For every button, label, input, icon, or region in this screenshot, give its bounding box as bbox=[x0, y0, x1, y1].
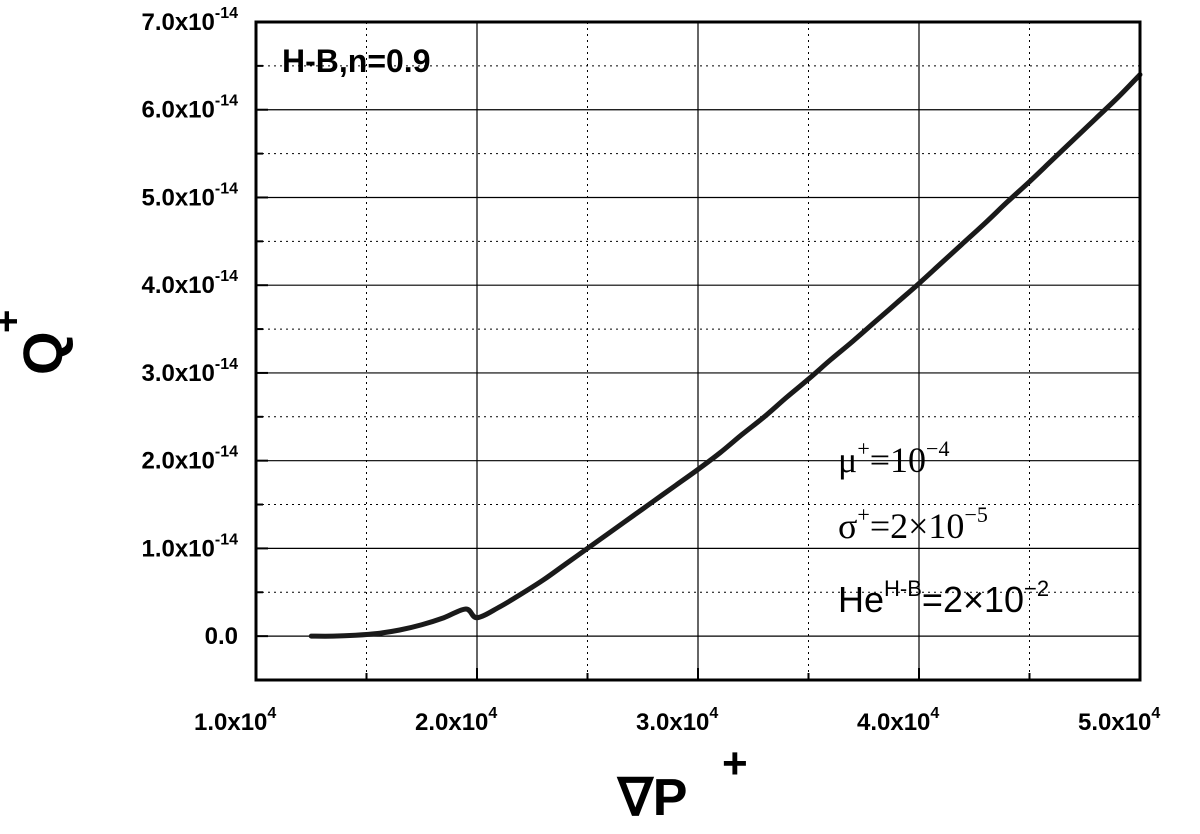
y-tick-labels: 0.0 1.0x10-14 2.0x10-14 3.0x10-14 4.0x10-14 5… bbox=[141, 5, 238, 650]
tick-marks bbox=[255, 21, 1141, 680]
parameter-annotation: σ+=2×10−5 bbox=[838, 502, 988, 546]
x-tick-labels: 1.0x104 2.0x104 3.0x104 4.0x104 5.0x104 bbox=[194, 705, 1160, 736]
x-tick-label: 5.0x104 bbox=[1078, 705, 1160, 736]
x-axis-title-text: ∇P bbox=[616, 769, 687, 827]
y-tick-label: 4.0x10-14 bbox=[141, 268, 238, 299]
y-tick-label: 2.0x10-14 bbox=[141, 444, 238, 475]
x-axis-title-sup: + bbox=[722, 739, 748, 788]
y-tick-label: 7.0x10-14 bbox=[141, 5, 238, 36]
y-axis-title-text: Q bbox=[11, 331, 74, 375]
x-tick-label: 3.0x104 bbox=[636, 705, 718, 736]
y-axis-title: Q + bbox=[0, 310, 74, 375]
x-tick-label: 4.0x104 bbox=[857, 705, 939, 736]
x-axis-title: ∇P + bbox=[616, 739, 748, 827]
y-tick-label: 0.0 bbox=[205, 623, 238, 650]
series-line bbox=[308, 72, 1143, 639]
parameter-annotation: HeH-B=2×10−2 bbox=[838, 576, 1049, 620]
parameter-annotation: μ+=10−4 bbox=[838, 436, 949, 480]
grid-lines bbox=[256, 21, 1140, 680]
series-layer bbox=[308, 72, 1143, 639]
x-tick-label: 1.0x104 bbox=[194, 705, 276, 736]
y-axis-title-sup: + bbox=[0, 310, 29, 333]
y-tick-label: 5.0x10-14 bbox=[141, 180, 238, 211]
parameter-annotations: μ+=10−4 σ+=2×10−5 HeH-B=2×10−2 bbox=[838, 436, 1049, 620]
y-tick-label: 3.0x10-14 bbox=[141, 356, 238, 387]
y-tick-label: 6.0x10-14 bbox=[141, 93, 238, 124]
x-tick-label: 2.0x104 bbox=[415, 705, 497, 736]
panel-label: H-B,n=0.9 bbox=[282, 43, 430, 79]
y-tick-label: 1.0x10-14 bbox=[141, 531, 238, 562]
